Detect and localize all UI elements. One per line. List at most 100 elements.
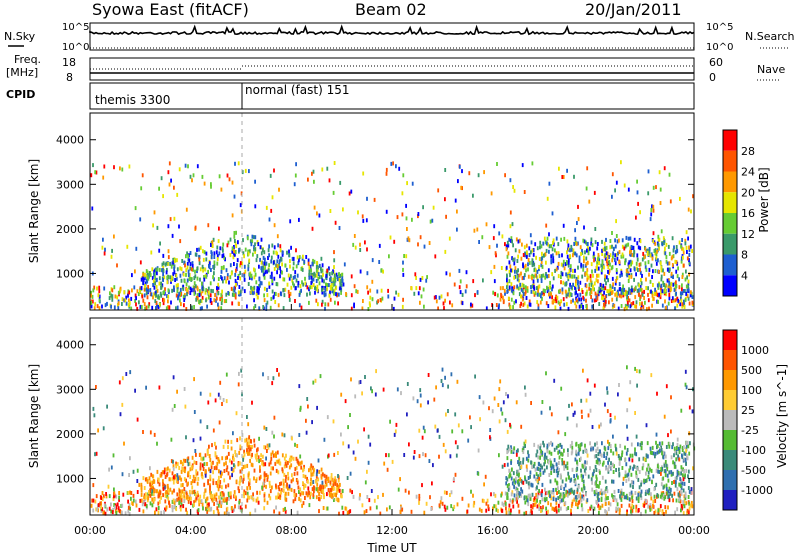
range-gate-cell [303,464,305,469]
range-gate-cell [285,453,287,458]
range-gate-cell [354,456,357,461]
range-gate-cell [516,472,518,476]
range-gate-cell [181,483,184,487]
range-gate-cell [247,451,249,456]
range-gate-cell [469,415,471,420]
range-gate-cell [501,411,504,416]
range-gate-cell [310,469,312,474]
range-gate-cell [659,494,662,499]
range-gate-cell [230,286,233,291]
range-gate-cell [590,280,593,285]
range-gate-cell [438,295,441,300]
range-gate-cell [220,292,223,297]
range-gate-cell [118,380,121,385]
range-gate-cell [218,500,221,505]
range-gate-cell [173,216,176,221]
range-gate-cell [607,469,610,474]
range-gate-cell [481,235,484,240]
range-gate-cell [287,486,289,491]
range-gate-cell [655,261,658,266]
range-gate-cell [209,474,212,479]
velocity-colorbar-tick-7: -1000 [741,484,773,497]
range-gate-cell [585,284,588,289]
range-gate-cell [192,285,195,290]
range-gate-cell [539,500,542,504]
range-gate-cell [660,265,663,270]
range-gate-cell [130,296,133,301]
range-gate-cell [656,293,659,298]
range-gate-cell [260,251,263,256]
range-gate-cell [269,305,272,310]
range-gate-cell [626,365,628,370]
range-gate-cell [609,444,612,448]
range-gate-cell [640,489,643,494]
range-gate-cell [614,281,617,286]
range-gate-cell [364,375,366,379]
range-gate-cell [652,185,655,190]
range-gate-cell [298,217,300,222]
range-gate-cell [674,250,677,255]
range-gate-cell [418,500,420,505]
range-gate-cell [239,203,242,208]
range-gate-cell [568,287,570,292]
range-gate-cell [227,483,230,488]
range-gate-cell [614,188,616,193]
range-gate-cell [638,457,641,462]
range-gate-cell [629,453,632,458]
range-gate-cell [401,304,404,309]
range-gate-cell [269,471,272,476]
range-gate-cell [567,258,570,263]
range-gate-cell [581,489,584,494]
range-gate-cell [318,263,321,268]
range-gate-cell [247,251,250,256]
range-gate-cell [297,280,300,285]
range-gate-cell [538,274,541,279]
range-gate-cell [576,505,579,510]
range-gate-cell [263,425,266,430]
xtick-label-4: 16:00 [477,524,509,537]
range-gate-cell [672,471,674,476]
range-gate-cell [199,391,202,396]
range-gate-cell [622,476,625,481]
range-gate-cell [314,290,316,295]
range-gate-cell [157,510,160,515]
range-gate-cell [293,283,295,288]
range-gate-cell [217,291,220,295]
range-gate-cell [254,272,257,277]
range-gate-cell [519,461,522,465]
range-gate-cell [95,507,98,512]
range-gate-cell [592,446,595,451]
range-gate-cell [585,270,588,275]
range-gate-cell [113,165,115,170]
range-gate-cell [251,452,253,457]
range-gate-cell [284,263,287,268]
range-gate-cell [536,504,539,509]
range-gate-cell [162,482,164,487]
range-gate-cell [513,275,516,280]
range-gate-cell [686,508,689,513]
range-gate-cell [128,290,131,295]
range-gate-cell [292,275,295,280]
range-gate-cell [177,476,179,481]
range-gate-cell [558,455,561,460]
range-gate-cell [614,238,616,243]
range-gate-cell [213,298,216,303]
range-gate-cell [577,475,579,480]
range-gate-cell [640,288,643,293]
noise-left-tick-bottom: 10^0 [62,42,89,53]
range-gate-cell [164,507,166,512]
range-gate-cell [190,288,193,293]
range-gate-cell [589,506,592,511]
range-gate-cell [118,495,120,500]
range-gate-cell [690,487,693,492]
range-gate-cell [596,260,598,265]
range-gate-cell [110,254,113,259]
range-gate-cell [176,497,179,502]
range-gate-cell [645,286,648,290]
range-gate-cell [124,298,127,303]
range-gate-cell [569,254,571,259]
range-gate-cell [683,494,686,499]
range-gate-cell [597,253,600,257]
range-gate-cell [267,248,270,253]
range-gate-cell [577,217,580,222]
